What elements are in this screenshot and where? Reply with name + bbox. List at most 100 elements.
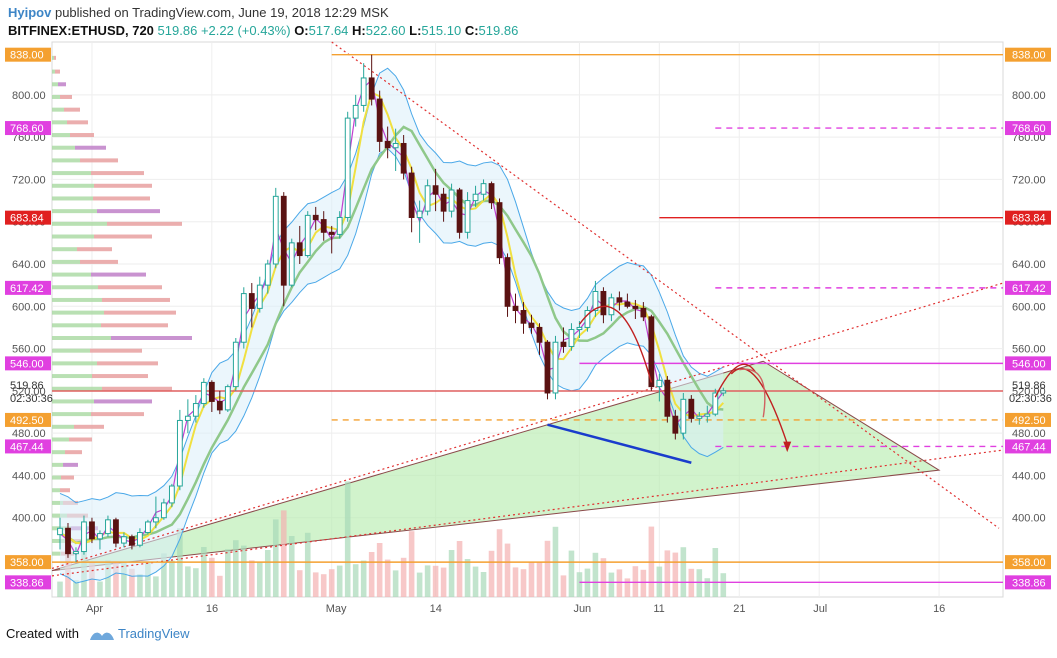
volume-profile-bar-up	[52, 272, 91, 277]
volume-profile-bar-down	[54, 55, 56, 60]
volume-profile-bar-down	[60, 488, 70, 493]
time-axis-tick: May	[326, 603, 347, 615]
price-axis-tick: 760.00	[1012, 132, 1046, 144]
volume-bar	[520, 569, 527, 597]
price-axis-tick: 440.00	[1012, 470, 1046, 482]
time-axis-tick: 14	[430, 603, 442, 615]
price-badge-left	[5, 121, 51, 136]
price-axis-tick-left: 560.00	[12, 344, 46, 356]
volume-bar	[241, 545, 247, 597]
candle-down	[208, 381, 215, 402]
volume-profile-bar-up	[52, 323, 101, 328]
price-axis-tick: 480.00	[1012, 428, 1046, 440]
candle-down	[376, 98, 383, 142]
volume-bar	[113, 561, 119, 597]
candle-down	[632, 305, 639, 309]
volume-profile	[52, 55, 192, 556]
candle-up	[704, 413, 711, 417]
countdown-label-right: 02:30:36	[1009, 393, 1052, 405]
volume-bar	[225, 549, 231, 597]
volume-bar	[344, 481, 351, 597]
price-axis: 400.00 400.00 440.00 440.00 480.00 480.00 520.…	[12, 90, 1046, 525]
projection-arrowhead	[783, 441, 792, 453]
volume-profile-bar-down	[98, 285, 162, 290]
volume-bar	[336, 565, 343, 597]
candle-down	[312, 214, 319, 221]
candle-up	[152, 517, 159, 523]
volume-profile-bar-up	[52, 107, 64, 112]
volume-bar	[712, 548, 719, 597]
volume-profile-bar-down	[93, 196, 150, 201]
candle-up	[272, 195, 279, 265]
candle-up	[200, 381, 207, 405]
volume-profile-bar-up	[52, 475, 61, 480]
price-axis-tick: 720.00	[1012, 174, 1046, 186]
price-axis-tick-left: 520.00	[12, 386, 46, 398]
volume-profile-bar-up	[52, 450, 65, 455]
volume-profile-bar-up	[52, 310, 104, 315]
volume-profile-bar-up	[52, 488, 60, 493]
published-text: published on TradingView.com, June 19, 2…	[54, 5, 389, 20]
price-badge-left	[5, 555, 51, 570]
price-change: +2.22 (+0.43%)	[200, 23, 291, 38]
volume-profile-bar-up	[52, 247, 77, 252]
candle-up	[304, 214, 311, 257]
candle-up	[696, 415, 703, 419]
price-badge-right	[1005, 47, 1051, 62]
price-badge-left	[5, 412, 51, 427]
candle-up	[344, 117, 351, 218]
volume-profile-bar-up	[52, 361, 97, 366]
price-badge-right	[1005, 412, 1051, 427]
volume-profile-bar-down	[91, 272, 146, 277]
price-badge-right-text: 838.00	[1012, 50, 1046, 62]
volume-profile-bar-up	[52, 399, 94, 404]
price-axis-tick-left: 400.00	[12, 513, 46, 525]
volume-profile-bar-down	[97, 361, 158, 366]
volume-profile-bar-up	[52, 209, 97, 214]
candle-up	[712, 392, 719, 415]
volume-profile-bar-up	[52, 285, 98, 290]
candle-down	[504, 257, 511, 307]
volume-profile-bar-down	[64, 107, 80, 112]
candle-up	[448, 189, 455, 212]
candle-up	[464, 200, 471, 233]
volume-bar	[416, 572, 423, 597]
volume-bar	[632, 566, 639, 597]
price-badge-right	[1005, 356, 1051, 371]
footer: Created with TradingView	[6, 626, 190, 642]
ohlc-line: BITFINEX:ETHUSD, 720 519.86 +2.22 (+0.43…	[8, 22, 518, 40]
volume-profile-bar-down	[107, 221, 182, 226]
candle-down	[296, 242, 303, 257]
volume-profile-bar-up	[52, 158, 80, 163]
time-axis-tick: Jul	[813, 603, 827, 615]
volume-bar	[600, 558, 607, 597]
volume-bar	[209, 557, 215, 597]
volume-profile-bar-up	[52, 500, 63, 505]
volume-bar	[528, 562, 535, 597]
volume-profile-bar-up	[52, 145, 75, 150]
volume-profile-bar-up	[52, 437, 69, 442]
volume-bar	[248, 560, 255, 597]
tradingview-brand[interactable]: TradingView	[118, 626, 190, 641]
volume-bar	[400, 557, 407, 597]
candle-up	[176, 419, 183, 487]
volume-profile-bar-up	[52, 183, 94, 188]
volume-bar	[592, 552, 599, 597]
volume-profile-bar-up	[52, 133, 70, 138]
close-label: C:	[464, 23, 479, 38]
candle-up	[97, 533, 103, 540]
volume-profile-bar-up	[52, 171, 91, 176]
ascending-trendline	[51, 282, 1004, 570]
volume-profile-bar-down	[74, 424, 104, 429]
price-badge-right-text: 768.60	[1012, 123, 1046, 135]
volume-bar	[201, 547, 207, 597]
volume-bar	[624, 578, 631, 597]
volume-bar	[496, 529, 503, 597]
price-badge-left	[5, 47, 51, 62]
author-name[interactable]: Hyipov	[8, 5, 52, 20]
volume-bar	[368, 552, 375, 597]
volume-profile-bar-up	[52, 221, 107, 226]
countdown-label-left: 02:30:36	[10, 393, 53, 405]
candle-up	[137, 532, 143, 546]
volume-bar	[720, 573, 727, 597]
